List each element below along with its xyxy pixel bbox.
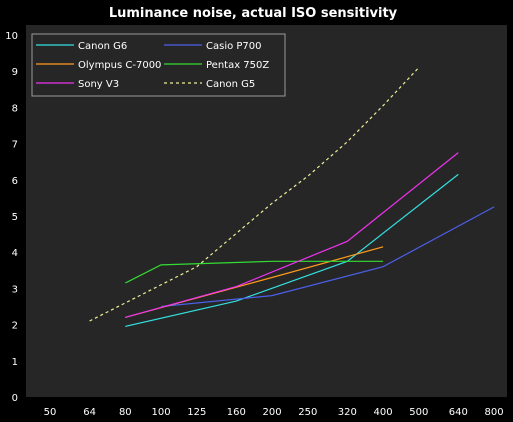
- y-tick-label: 2: [12, 321, 18, 332]
- legend-label: Sony V3: [78, 79, 119, 90]
- legend-label: Casio P700: [206, 41, 262, 52]
- x-tick-label: 100: [152, 407, 171, 418]
- y-tick-label: 4: [12, 248, 18, 259]
- x-tick-label: 50: [44, 407, 57, 418]
- y-axis-ticks: 0 1 2 3 4 5 6 7 8 9 10: [5, 31, 18, 404]
- x-tick-label: 400: [374, 407, 393, 418]
- series-line: [125, 173, 459, 327]
- x-axis-ticks: 50 64 80 100 125 160 200 250 320 400 500 640 800: [44, 407, 504, 418]
- legend: Canon G6 Casio P700 Olympus C-7000 Pentax 7…: [31, 33, 286, 97]
- series-line: [161, 206, 495, 308]
- legend-label: Pentax 750Z: [206, 60, 269, 71]
- x-tick-label: 320: [338, 407, 357, 418]
- x-tick-label: 80: [119, 407, 132, 418]
- legend-label: Olympus C-7000: [78, 60, 161, 71]
- x-tick-label: 640: [449, 407, 468, 418]
- x-tick-label: 250: [298, 407, 317, 418]
- y-tick-label: 1: [12, 357, 18, 368]
- y-tick-label: 6: [12, 176, 18, 187]
- y-tick-label: 3: [12, 284, 18, 295]
- y-tick-label: 7: [12, 140, 18, 151]
- series-line: [89, 67, 420, 322]
- x-tick-label: 160: [227, 407, 246, 418]
- chart-title: Luminance noise, actual ISO sensitivity: [109, 6, 398, 21]
- x-tick-label: 800: [485, 407, 504, 418]
- y-tick-label: 8: [12, 103, 18, 114]
- x-tick-label: 125: [187, 407, 206, 418]
- y-tick-label: 10: [5, 31, 18, 42]
- series-line: [125, 152, 459, 318]
- series-layer: [89, 67, 495, 327]
- x-tick-label: 64: [83, 407, 96, 418]
- y-tick-label: 0: [12, 393, 18, 404]
- x-tick-label: 200: [263, 407, 282, 418]
- x-tick-label: 500: [409, 407, 428, 418]
- y-tick-label: 9: [12, 67, 18, 78]
- legend-label: Canon G6: [78, 41, 127, 52]
- y-tick-label: 5: [12, 212, 18, 223]
- legend-box: [31, 33, 286, 97]
- series-line: [125, 260, 384, 284]
- legend-label: Canon G5: [206, 79, 255, 90]
